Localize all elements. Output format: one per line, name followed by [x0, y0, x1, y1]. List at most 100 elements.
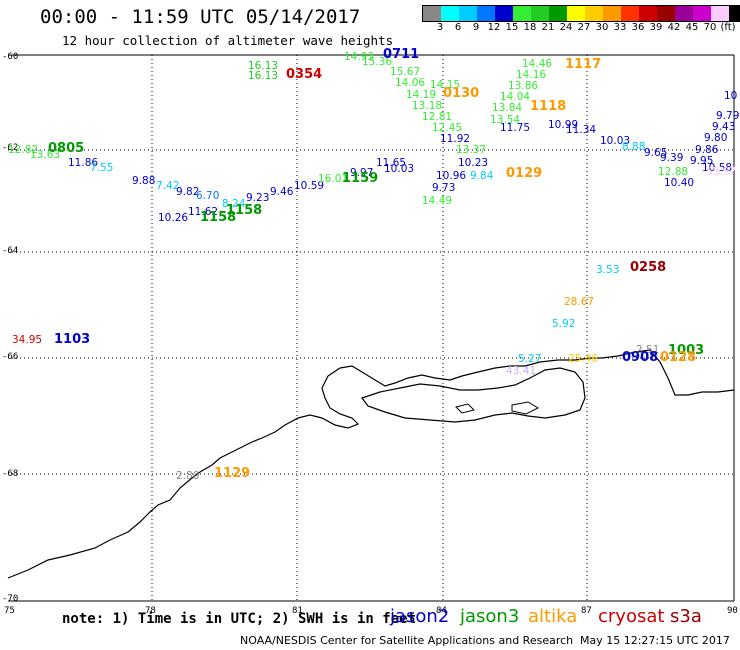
wave-height-label: 14.16 — [516, 69, 547, 81]
lon-label: 84 — [436, 606, 447, 616]
wave-height-label: 9.46 — [270, 186, 294, 198]
wave-height-label: 13.63 — [30, 149, 61, 161]
color-swatch — [639, 6, 657, 21]
wave-height-label: 14.04 — [500, 91, 531, 103]
lat-label: -62 — [2, 143, 19, 153]
wave-height-label: 5.27 — [518, 353, 542, 365]
pass-time-label: 1103 — [54, 332, 91, 347]
color-swatch — [531, 6, 549, 21]
footer-note: note: 1) Time is in UTC; 2) SWH is in fe… — [62, 611, 417, 627]
wave-height-label: 7.42 — [156, 180, 180, 192]
legend-cryosat: cryosat — [598, 606, 665, 627]
wave-height-label: 11.65 — [376, 157, 407, 169]
wave-height-label: 10.40 — [664, 177, 695, 189]
wave-height-label: 11.86 — [68, 157, 99, 169]
wave-height-label: 9.79 — [716, 110, 740, 122]
wave-height-label: 10.58 — [702, 162, 733, 174]
color-scale-label: 3 — [436, 22, 444, 33]
wave-height-label: 10.59 — [294, 180, 325, 192]
pass-time-label: 1129 — [214, 466, 251, 481]
map-frame — [8, 54, 735, 602]
wave-height-label: 9.73 — [432, 182, 456, 194]
color-scale-label: 70 — [703, 22, 717, 33]
wave-height-label: 10.03 — [384, 163, 415, 175]
wave-height-label: 5.92 — [552, 318, 576, 330]
wave-height-label: 10 — [724, 90, 738, 102]
lon-label: 78 — [145, 606, 156, 616]
wave-height-label: 16.01 — [318, 173, 349, 185]
footer-timestamp: May 15 12:27:15 UTC 2017 — [580, 634, 730, 647]
pass-time-label: 1158 — [226, 203, 263, 218]
wave-height-label: 14.15 — [430, 79, 461, 91]
color-scale-bar — [422, 5, 740, 22]
page-title: 00:00 - 11:59 UTC 05/14/2017 — [40, 6, 361, 28]
pass-time-label: 1117 — [565, 57, 602, 72]
wave-height-label: 8.24 — [222, 198, 246, 210]
wave-height-label: 9.95 — [690, 155, 714, 167]
color-scale-label: 30 — [595, 22, 609, 33]
wave-height-label: 16.13 — [248, 70, 279, 82]
color-scale-label: 24 — [559, 22, 573, 33]
color-swatch — [675, 6, 693, 21]
wave-height-label: 43.41 — [506, 365, 537, 377]
pass-time-label: 0805 — [48, 141, 85, 156]
color-scale-label: 15 — [505, 22, 519, 33]
wave-height-label: 9.43 — [712, 121, 736, 133]
wave-height-label: 13.86 — [508, 80, 539, 92]
wave-height-label: 25.46 — [568, 353, 599, 365]
color-swatch — [495, 6, 513, 21]
wave-height-label: 2.80 — [176, 470, 200, 482]
wave-height-label: 9.65 — [644, 147, 668, 159]
wave-height-label: 11.34 — [566, 124, 597, 136]
graticule-grid — [8, 55, 734, 601]
wave-height-label: 10.26 — [158, 212, 189, 224]
wave-height-label: 7.55 — [90, 162, 114, 174]
wave-height-label: 8.88 — [622, 141, 646, 153]
color-scale-label: 45 — [685, 22, 699, 33]
color-scale-label: 36 — [631, 22, 645, 33]
footer-credit: NOAA/NESDIS Center for Satellite Applica… — [240, 634, 574, 647]
color-swatch — [513, 6, 531, 21]
color-swatch — [729, 6, 740, 21]
island-shape — [511, 401, 540, 415]
wave-height-label: 13.37 — [456, 144, 487, 156]
legend-jason2: jason2 — [390, 606, 450, 627]
color-scale-label: 42 — [667, 22, 681, 33]
wave-height-label: 11.92 — [440, 133, 471, 145]
wave-height-label: 14.49 — [422, 195, 453, 207]
lon-label: 75 — [4, 606, 15, 616]
wave-height-label: 12.45 — [432, 122, 463, 134]
color-swatch — [621, 6, 639, 21]
legend-s3a: s3a — [670, 606, 702, 627]
color-swatch — [693, 6, 711, 21]
wave-height-label: 12.82 — [8, 144, 39, 156]
lat-label: -66 — [2, 352, 19, 362]
wave-height-label: 11.75 — [500, 122, 531, 134]
color-scale-label: 12 — [487, 22, 501, 33]
pass-time-label: 0128 — [660, 350, 697, 365]
color-scale-label: 9 — [472, 22, 480, 33]
color-scale-label: (ft) — [720, 22, 736, 33]
color-swatch — [603, 6, 621, 21]
wave-height-label: 9.39 — [660, 152, 684, 164]
wave-height-label: 9.86 — [695, 144, 719, 156]
wave-height-label: 9.84 — [470, 170, 494, 182]
lat-label: -60 — [2, 52, 19, 62]
lat-label: -70 — [2, 594, 19, 604]
wave-height-label: 10.03 — [600, 135, 631, 147]
legend-altika: altika — [528, 606, 578, 627]
color-swatch — [441, 6, 459, 21]
wave-height-label: 2.51 — [636, 344, 660, 356]
wave-height-label: 15.36 — [362, 56, 393, 68]
wave-height-label: 14.93 — [344, 51, 375, 63]
wave-height-label: 11.62 — [188, 206, 219, 218]
pass-time-label: 0258 — [630, 260, 667, 275]
wave-height-label: 55.97 — [706, 166, 737, 178]
color-scale-label: 18 — [523, 22, 537, 33]
pass-time-label: 1118 — [530, 99, 567, 114]
wave-height-label: 10.99 — [548, 119, 579, 131]
wave-height-label: 12.88 — [658, 166, 689, 178]
wave-height-label: 12.81 — [422, 111, 453, 123]
